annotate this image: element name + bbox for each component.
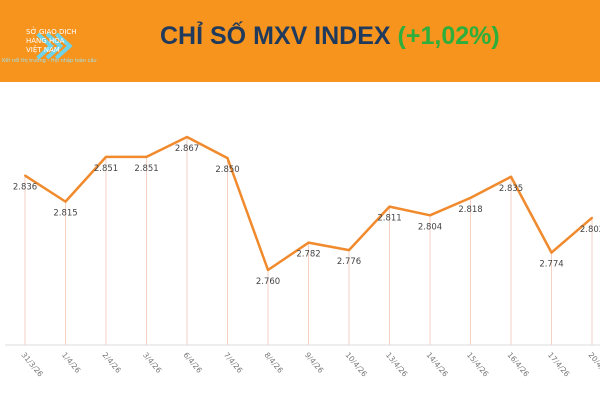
data-point: [388, 205, 391, 208]
data-point: [105, 155, 107, 158]
x-tick-label: 14/4/26: [424, 351, 450, 379]
data-label: 2.867: [175, 144, 199, 154]
logo-line: SỞ GIAO DỊCH: [26, 28, 77, 36]
data-point: [510, 175, 512, 178]
x-tick-label: 2/4/26: [100, 351, 123, 375]
logo-line: HÀNG HÓA: [26, 37, 65, 45]
logo-slogan: Kết nối thị trường - Hội nhập toàn cầu: [2, 58, 97, 64]
data-point: [307, 241, 310, 244]
chart-title: CHỈ SỐ MXV INDEX (+1,02%): [160, 22, 500, 51]
data-label: 2.815: [53, 209, 77, 219]
header-banner: SỞ GIAO DỊCH HÀNG HÓA VIỆT NAM Kết nối t…: [0, 0, 600, 82]
data-label: 2.851: [134, 164, 158, 174]
data-label: 2.760: [256, 277, 280, 287]
data-point: [145, 155, 148, 158]
x-tick-label: 31/3/26: [19, 351, 45, 379]
data-label: 2.804: [418, 222, 442, 232]
x-tick-label: 8/4/26: [262, 351, 285, 375]
x-tick-label: 17/4/26: [546, 351, 572, 379]
data-label: 2.851: [94, 164, 118, 174]
data-label: 2.835: [499, 184, 523, 194]
data-point: [226, 157, 229, 160]
x-tick-label: 15/4/26: [465, 351, 491, 379]
data-point: [550, 251, 553, 254]
data-label: 2.811: [377, 214, 401, 224]
logo-text: SỞ GIAO DỊCH HÀNG HÓA VIỆT NAM: [26, 28, 96, 55]
x-tick-label: 3/4/26: [141, 351, 164, 375]
x-tick-label: 9/4/26: [303, 351, 326, 375]
data-point: [267, 269, 269, 272]
data-label: 2.782: [296, 250, 320, 260]
data-point: [348, 249, 350, 252]
line-chart: 2.836 31/3/26 2.815 1/4/26 2.851 2/4/26 2.851 3…: [5, 135, 600, 379]
title-change: (+1,02%): [397, 22, 500, 50]
data-point: [429, 214, 431, 217]
data-point: [64, 200, 67, 203]
x-tick-label: 16/4/26: [505, 351, 531, 379]
data-label: 2.836: [13, 183, 37, 193]
data-point: [469, 196, 472, 199]
data-point: [186, 136, 188, 138]
x-tick-label: 7/4/26: [222, 351, 245, 375]
data-label: 2.774: [539, 260, 563, 270]
data-label: 2.818: [458, 205, 482, 215]
data-label: 2.850: [215, 165, 239, 175]
data-point: [24, 174, 26, 177]
data-label: 2.802: [580, 225, 600, 235]
data-point: [591, 216, 593, 219]
mxv-logo-icon: [36, 32, 73, 60]
x-tick-label: 10/4/26: [343, 351, 369, 379]
data-label: 2.776: [337, 257, 361, 267]
x-tick-label: 1/4/26: [60, 351, 83, 375]
logo-line: VIỆT NAM: [26, 46, 60, 54]
x-tick-label: 6/4/26: [181, 351, 204, 375]
title-text: CHỈ SỐ MXV INDEX: [160, 22, 391, 50]
x-tick-label: 20/4/26: [586, 351, 600, 379]
x-tick-label: 13/4/26: [384, 351, 410, 379]
